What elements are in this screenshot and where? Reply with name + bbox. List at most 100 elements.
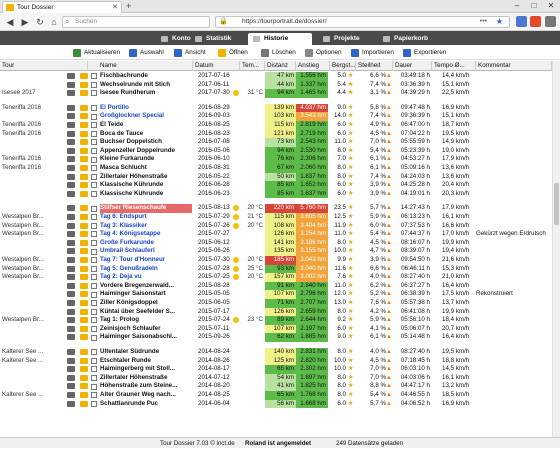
extension-icon[interactable] [530, 16, 541, 27]
refresh-button[interactable]: Aktualisieren [73, 48, 120, 58]
table-row[interactable]: Schattlanrunde Puc 2014-06-04 56 km 1.668 h… [0, 399, 552, 409]
delete-button[interactable]: Löschen [261, 48, 296, 58]
table-row[interactable]: Zeinisjoch Schlaufer 2015-07-11 107 km 2.19… [0, 324, 552, 334]
table-row[interactable]: Buchser Doppelstich 2016-07-08 73 km 2.543 … [0, 138, 552, 147]
tour-name[interactable]: Fischbachrunde [100, 72, 148, 79]
row-checkbox[interactable] [91, 326, 97, 333]
row-checkbox[interactable] [91, 274, 97, 281]
tab-statistik[interactable]: Statistik [190, 33, 250, 45]
row-checkbox[interactable] [91, 291, 97, 298]
table-row[interactable]: Teneriffa 2016 Kleine Furkarunde 2016-06-1… [0, 155, 552, 164]
close-tab-icon[interactable]: ✕ [112, 4, 118, 11]
open-button[interactable]: Öffnen [218, 48, 248, 58]
row-checkbox[interactable] [91, 231, 97, 238]
table-row[interactable]: Vordere Bregenzerwald... 2015-08-28 91 km 2… [0, 281, 552, 291]
row-checkbox[interactable] [91, 283, 97, 290]
tour-name[interactable]: Höhenstraße zum Steine... [100, 382, 178, 390]
tour-name[interactable]: Alter Grauner Weg nach... [100, 391, 176, 398]
col-temp[interactable]: Tem... [240, 61, 265, 71]
table-row[interactable]: Kühtai über Seefelder S... 2015-07-17 126 … [0, 307, 552, 317]
page-actions-icon[interactable]: ••• [479, 18, 487, 25]
table-row[interactable]: Westalpen Br... Tag 6: Endspurt 2015-07-29… [0, 213, 552, 222]
tab-historie[interactable]: Historie [248, 33, 312, 45]
table-row[interactable]: Westalpen Br... Tag 5: Genußradeln 2015-07… [0, 264, 552, 274]
col-comment[interactable]: Kommentar [476, 61, 552, 71]
search-input[interactable]: ⌕ Suchen [62, 16, 210, 28]
table-row[interactable]: Stilfser Riesenschaufe 2015-08-13 20 °C 220… [0, 204, 552, 213]
tour-name[interactable]: Ziller Königsdoppel [100, 299, 158, 306]
tour-name[interactable]: El Portillo [100, 103, 129, 111]
table-row[interactable]: Großglockner Special 2016-09-03 103 km 3.54… [0, 112, 552, 121]
table-row[interactable]: Klassische Kührunde 2016-06-28 85 km 1.652 … [0, 181, 552, 190]
row-checkbox[interactable] [91, 317, 97, 324]
row-checkbox[interactable] [91, 122, 97, 129]
menu-icon[interactable] [545, 16, 556, 27]
library-icon[interactable] [516, 16, 527, 27]
row-checkbox[interactable] [91, 349, 97, 356]
table-row[interactable]: Haiminger Saisonabschl... 2015-09-26 62 km… [0, 333, 552, 342]
tour-name[interactable]: Haiminger Saisonabschl... [100, 333, 178, 341]
table-row[interactable]: Teneriffa 2016 El Teide 2016-08-25 115 km 2.… [0, 121, 552, 130]
selection-button[interactable]: Auswahl [129, 48, 164, 58]
table-row[interactable]: Haiminger Saisonstart 2015-05-05 107 km 2.7… [0, 290, 552, 299]
row-checkbox[interactable] [91, 222, 97, 229]
tour-name[interactable]: Appenzeller Doppelrunde [100, 146, 175, 154]
table-row[interactable]: Kalterer See ... Etschtaler Runde 2014-08-… [0, 356, 552, 366]
table-row[interactable]: Kalterer See ... Ultentaler Südrunde 2014-… [0, 348, 552, 357]
row-checkbox[interactable] [91, 139, 97, 146]
table-row[interactable]: Appenzeller Doppelrunde 2016-05-06 94 km 2.… [0, 146, 552, 156]
tour-name[interactable]: Isesee Rundherum [100, 89, 156, 97]
tour-name[interactable]: Klassische Kührunde [100, 181, 164, 189]
forward-icon[interactable]: ▶ [21, 17, 29, 27]
home-icon[interactable]: ⌂ [51, 17, 57, 27]
scrollbar[interactable] [552, 61, 560, 437]
row-checkbox[interactable] [91, 300, 97, 307]
tour-name[interactable]: Ultentaler Südrunde [100, 348, 160, 355]
row-checkbox[interactable] [91, 383, 97, 390]
col-speed[interactable]: Tempo Ø... [432, 61, 476, 71]
table-row[interactable]: Höhenstraße zum Steine... 2014-08-20 41 km… [0, 382, 552, 391]
table-row[interactable]: Zillertaler Höhenstraße 2014-07-12 54 km 1.… [0, 373, 552, 383]
row-checkbox[interactable] [91, 248, 97, 255]
row-checkbox[interactable] [91, 240, 97, 247]
tour-name[interactable]: Umbrail Schlauferl [100, 247, 155, 255]
row-checkbox[interactable] [91, 130, 97, 137]
row-checkbox[interactable] [91, 257, 97, 264]
export-button[interactable]: Exportieren [403, 48, 446, 58]
col-steepness[interactable]: Steilheit [356, 61, 393, 71]
row-checkbox[interactable] [91, 165, 97, 172]
row-checkbox[interactable] [91, 308, 97, 315]
tab-papierkorb[interactable]: Papierkorb [378, 33, 444, 45]
tour-name[interactable]: Tag 6: Endspurt [100, 213, 147, 220]
tour-name[interactable]: Haiminger Saisonstart [100, 290, 166, 298]
row-checkbox[interactable] [91, 73, 97, 80]
table-row[interactable]: Teneriffa 2016 Masca Schlucht 2016-08-31 67… [0, 164, 552, 173]
tour-name[interactable]: Zillertaler Höhenstraße [100, 172, 168, 180]
bookmark-star-icon[interactable]: ★ [495, 17, 503, 26]
import-button[interactable]: Importieren [351, 48, 394, 58]
row-checkbox[interactable] [91, 148, 97, 155]
row-checkbox[interactable] [91, 113, 97, 120]
row-checkbox[interactable] [91, 214, 97, 221]
row-checkbox[interactable] [91, 375, 97, 382]
scrollbar-thumb[interactable] [554, 183, 559, 225]
row-checkbox[interactable] [91, 182, 97, 189]
row-checkbox[interactable] [91, 205, 97, 212]
tour-name[interactable]: Kühtai über Seefelder S... [100, 307, 175, 315]
col-date[interactable]: Datum [193, 61, 240, 71]
tour-name[interactable]: Kleine Furkarunde [100, 155, 155, 163]
tour-name[interactable]: Zeinisjoch Schlaufer [100, 324, 161, 332]
tour-name[interactable]: Wechselrunde mit Stich [100, 80, 171, 88]
row-checkbox[interactable] [91, 265, 97, 272]
tour-name[interactable]: Tag 4: Königsetappe [100, 230, 161, 238]
address-bar[interactable]: 🔒 https://tourportrait.de/dossier/ ••• ★ [215, 16, 510, 28]
table-row[interactable]: Klassische Kührunde 2016-06-23 85 km 1.637 … [0, 189, 552, 199]
table-row[interactable]: Umbrail Schlauferl 2015-06-26 135 km 3.155 … [0, 247, 552, 256]
table-row[interactable]: Westalpen Br... Tag 2: Deja vu 2015-07-25 2… [0, 273, 552, 282]
browser-tab[interactable]: Tour Dossier ✕ [2, 1, 122, 13]
reload-icon[interactable]: ↻ [36, 17, 44, 27]
table-row[interactable]: Westalpen Br... Tag 7: Tour d'Honneur 2015… [0, 256, 552, 265]
tour-name[interactable]: Masca Schlucht [100, 164, 147, 171]
row-checkbox[interactable] [91, 105, 97, 112]
table-row[interactable]: Ziller Königsdoppel 2015-06-05 71 km 2.707 … [0, 299, 552, 308]
